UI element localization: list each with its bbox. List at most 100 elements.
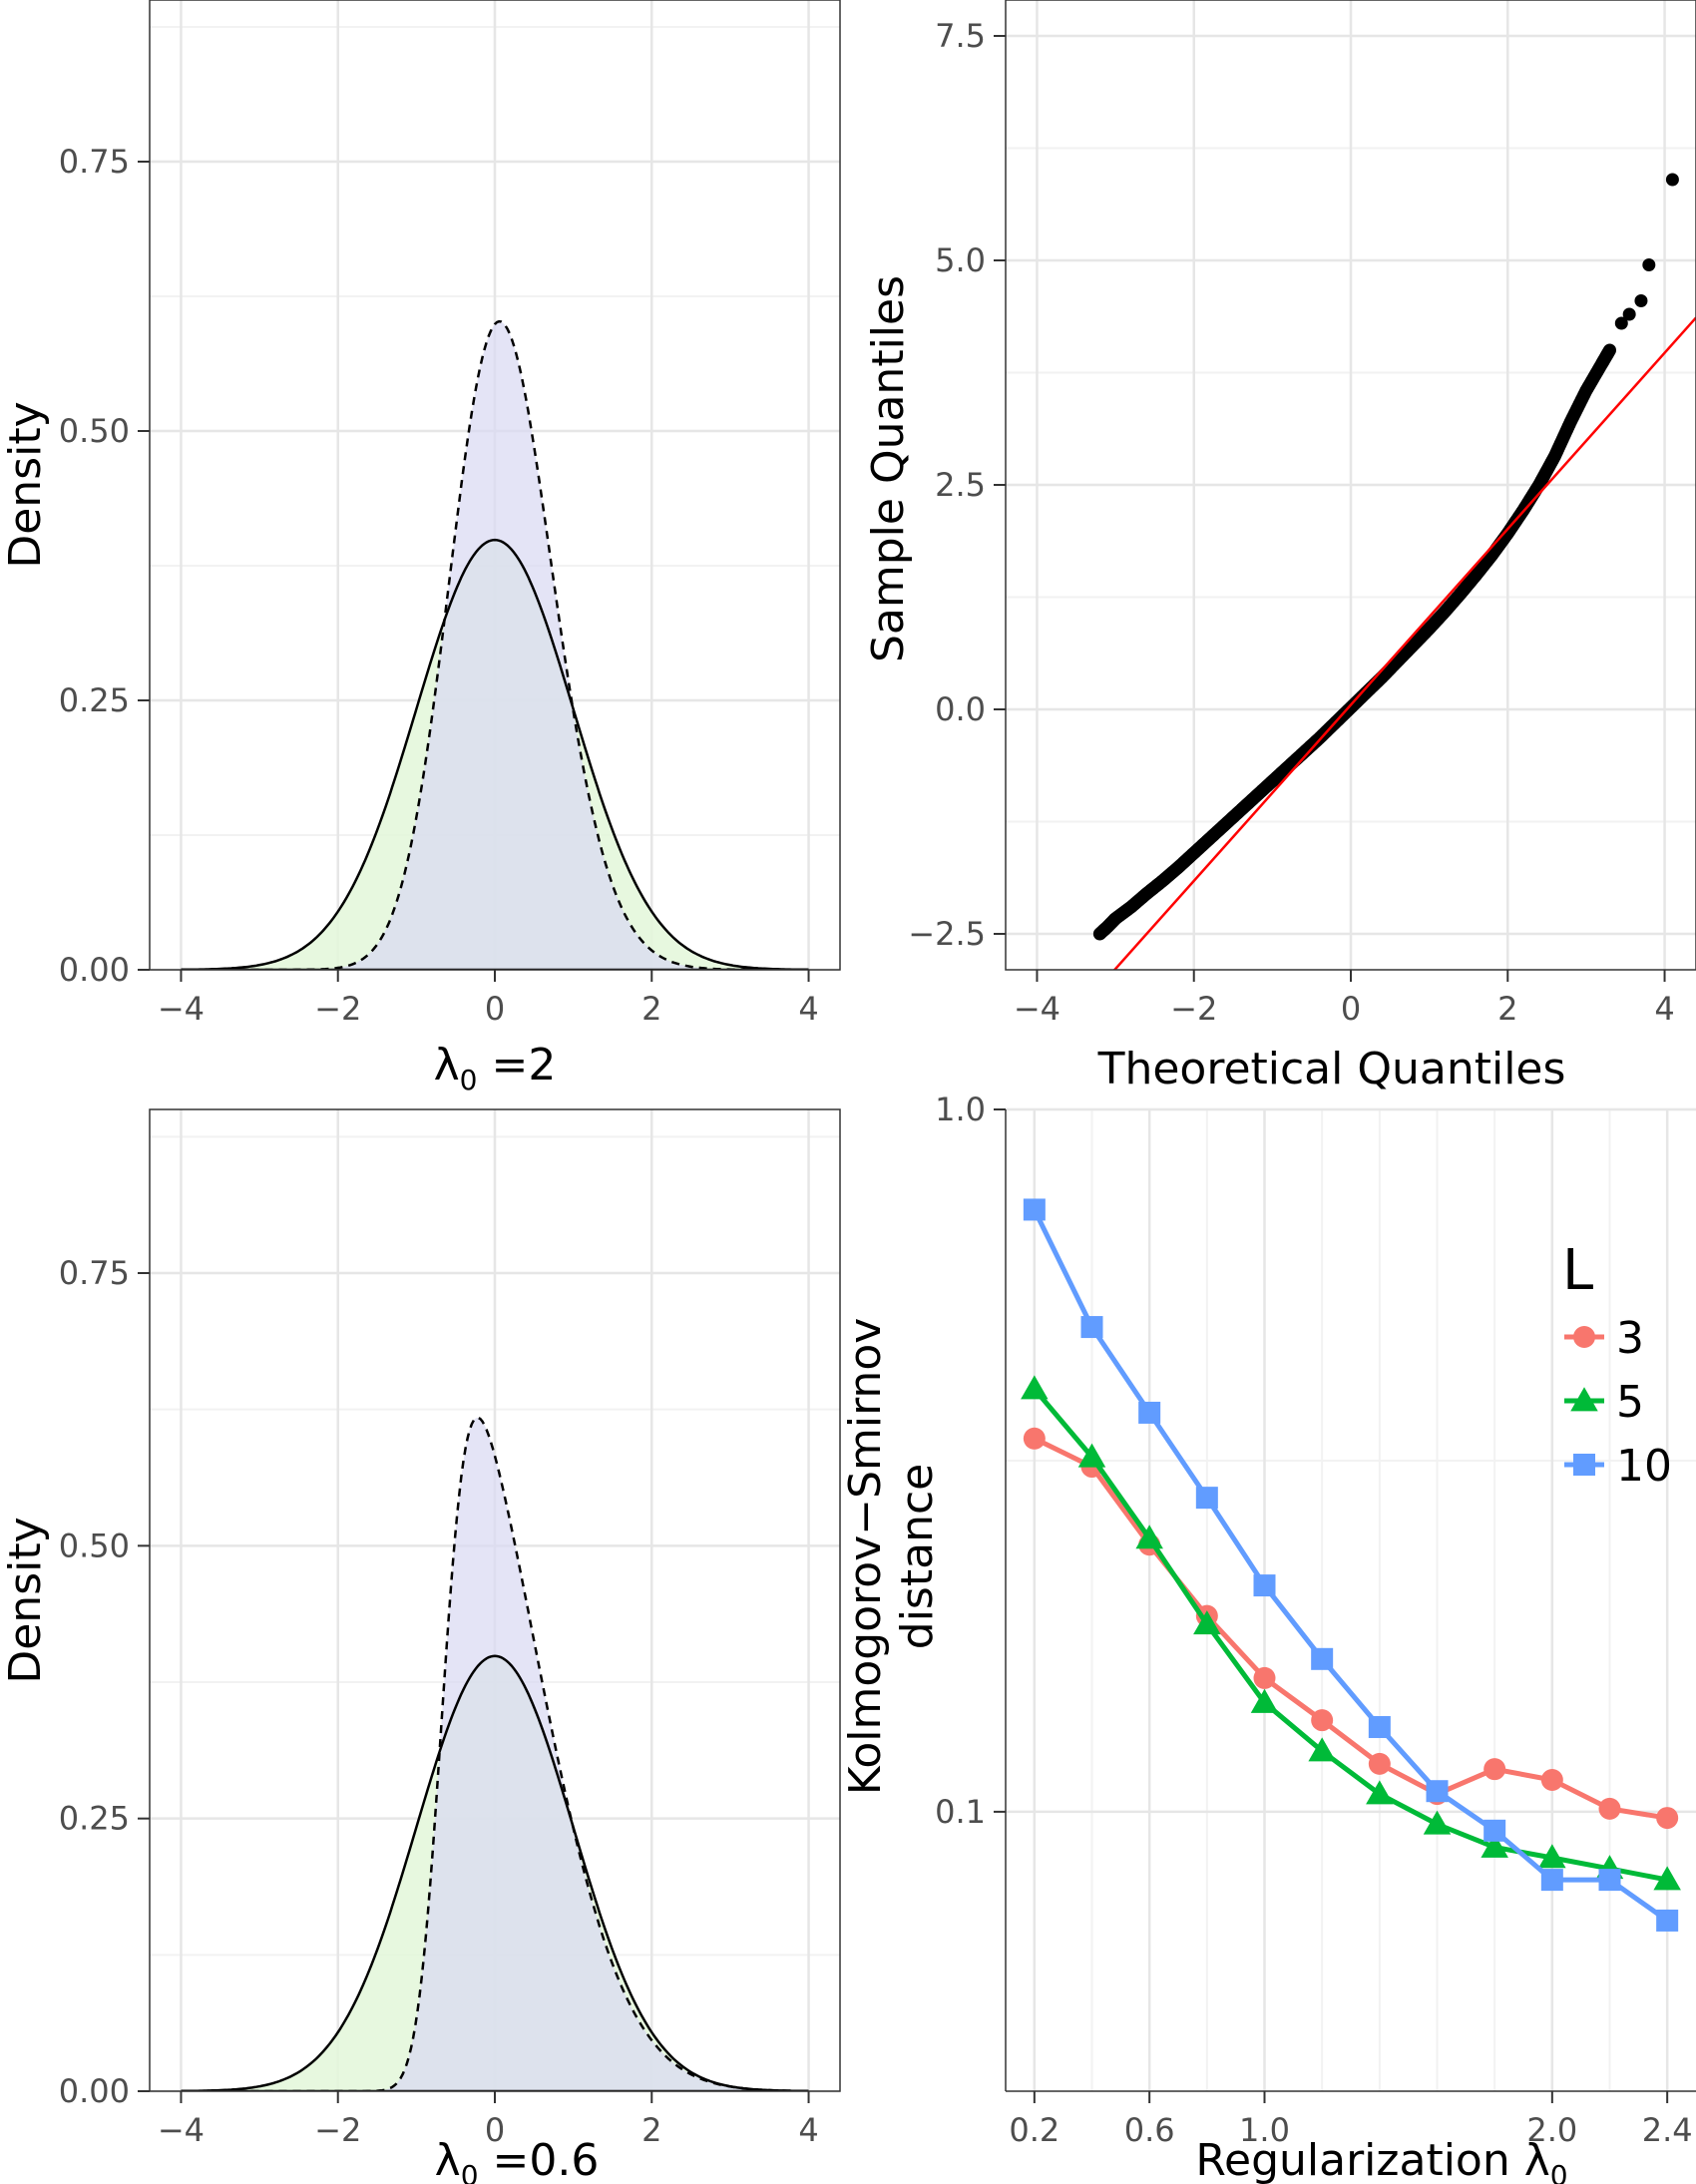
legend-item-3: 3 [1564, 1313, 1644, 1364]
marker-square [1023, 1198, 1046, 1221]
marker-triangle [1021, 1375, 1049, 1400]
x-axis-ticks: 0.2 0.6 1.0 2.0 2.4 [1009, 2091, 1693, 2149]
x-axis-ticks: −4 −2 0 2 4 [158, 2091, 819, 2149]
gridlines [1006, 0, 1696, 970]
x-tick-label: 0.6 [1124, 2111, 1175, 2149]
ks-series [1021, 1198, 1681, 1932]
qq-point [1665, 173, 1679, 187]
x-tick-label: −4 [158, 2111, 205, 2149]
marker-square [1195, 1487, 1218, 1510]
y-tick-label: 0.0 [935, 690, 986, 728]
ks-panel: 0.1 1.0 0.2 0.6 1.0 2.0 2.4 Kolmogorov−Smirno… [840, 1091, 1696, 2184]
plot-background [1006, 1109, 1696, 2091]
y-axis-title: Density [0, 1517, 51, 1683]
legend-item-5: 5 [1564, 1377, 1644, 1428]
density-panel-bottom: 0.00 0.25 0.50 0.75 −4 −2 0 2 4 Density λ0 =0.6 [0, 1108, 841, 2184]
y-tick-label: −2.5 [908, 915, 986, 953]
qq-point [1634, 294, 1648, 307]
legend-title: L [1562, 1238, 1593, 1303]
qq-point [1603, 343, 1616, 357]
y-axis-title: Sample Quantiles [863, 275, 914, 662]
x-tick-label: −2 [314, 990, 361, 1028]
y-tick-label: 1.0 [935, 1091, 986, 1128]
x-tick-label: 4 [1654, 990, 1674, 1028]
marker-circle [1311, 1709, 1334, 1732]
qq-panel: −2.5 0.0 2.5 5.0 7.5 −4 −2 0 2 4 Sample Quantile… [863, 0, 1696, 1094]
marker-circle [1484, 1758, 1506, 1781]
marker-square [1598, 1869, 1621, 1892]
x-tick-label: 0.2 [1009, 2111, 1060, 2149]
legend-label: 10 [1616, 1441, 1672, 1492]
series-line [1032, 1387, 1668, 1883]
empirical-density-curve [181, 319, 809, 970]
x-axis-ticks: −4 −2 0 2 4 [158, 970, 819, 1028]
empirical-density-curve [181, 1416, 809, 2091]
x-tick-label: 2.0 [1526, 2111, 1577, 2149]
y-axis-ticks: 0.00 0.25 0.50 0.75 [59, 143, 150, 989]
marker-triangle [1250, 1688, 1279, 1713]
marker-triangle [1538, 1844, 1566, 1869]
marker-square [1138, 1401, 1161, 1424]
y-axis-ticks: −2.5 0.0 2.5 5.0 7.5 [908, 17, 1006, 953]
marker-triangle [1481, 1833, 1508, 1858]
qq-point [1614, 316, 1628, 330]
marker-square [1253, 1574, 1276, 1597]
marker-square [1656, 1909, 1679, 1932]
x-tick-label: 2 [1497, 990, 1517, 1028]
marker-triangle [1366, 1780, 1394, 1805]
y-tick-label: 0.00 [59, 2072, 130, 2110]
legend: L 3 5 10 [1562, 1238, 1672, 1492]
marker-circle [1023, 1427, 1046, 1450]
marker-triangle [1423, 1810, 1452, 1835]
x-tick-label: −2 [1170, 990, 1217, 1028]
y-tick-label: 0.1 [935, 1793, 986, 1831]
qq-reference-line [1112, 316, 1696, 970]
empirical-density-area [181, 321, 809, 970]
x-axis-title: λ0 =0.6 [435, 2135, 600, 2184]
y-tick-label: 7.5 [935, 17, 986, 55]
x-axis-title: λ0 =2 [434, 1040, 557, 1096]
marker-square [1540, 1869, 1563, 1892]
marker-circle [1598, 1797, 1621, 1820]
marker-square [1426, 1780, 1449, 1803]
y-axis-ticks: 0.1 1.0 [935, 1091, 1006, 1831]
x-axis-title: Theoretical Quantiles [1097, 1044, 1566, 1094]
x-tick-label: 0 [1341, 990, 1361, 1028]
qq-point [1622, 307, 1636, 321]
y-tick-label: 0.50 [59, 412, 130, 450]
marker-circle [1253, 1666, 1276, 1689]
marker-circle [1573, 1326, 1595, 1348]
y-tick-label: 2.5 [935, 466, 986, 504]
qq-point [1642, 258, 1656, 271]
marker-triangle [1570, 1387, 1598, 1412]
density-panel-top: 0.00 0.25 0.50 0.75 −4 −2 0 2 4 Density λ0 =2 [0, 0, 841, 1096]
marker-square [1368, 1716, 1391, 1739]
marker-square [1311, 1647, 1334, 1670]
x-tick-label: −2 [314, 2111, 361, 2149]
y-axis-title-line2: distance [892, 1464, 943, 1649]
x-tick-label: 2.4 [1642, 2111, 1693, 2149]
marker-square [1573, 1454, 1595, 1476]
y-tick-label: 0.50 [59, 1527, 130, 1564]
y-tick-label: 5.0 [935, 241, 986, 279]
marker-triangle [1308, 1737, 1336, 1762]
legend-label: 5 [1616, 1377, 1644, 1428]
x-tick-label: −4 [158, 990, 205, 1028]
gridlines [1006, 1107, 1696, 2091]
normal-density-curve [181, 538, 809, 970]
x-tick-label: 2 [641, 990, 661, 1028]
x-tick-label: 0 [485, 2111, 505, 2149]
marker-circle [1540, 1768, 1563, 1791]
x-tick-label: 0 [485, 990, 505, 1028]
x-tick-label: 2 [641, 2111, 661, 2149]
y-axis-ticks: 0.00 0.25 0.50 0.75 [59, 1254, 150, 2110]
marker-circle [1368, 1752, 1391, 1775]
y-axis-title-line1: Kolmogorov−Smirnov [840, 1318, 891, 1796]
marker-triangle [1077, 1443, 1106, 1468]
y-tick-label: 0.75 [59, 143, 130, 181]
y-tick-label: 0.25 [59, 1800, 130, 1838]
marker-square [1484, 1819, 1506, 1842]
y-tick-label: 0.75 [59, 1254, 130, 1292]
marker-triangle [1193, 1610, 1221, 1635]
